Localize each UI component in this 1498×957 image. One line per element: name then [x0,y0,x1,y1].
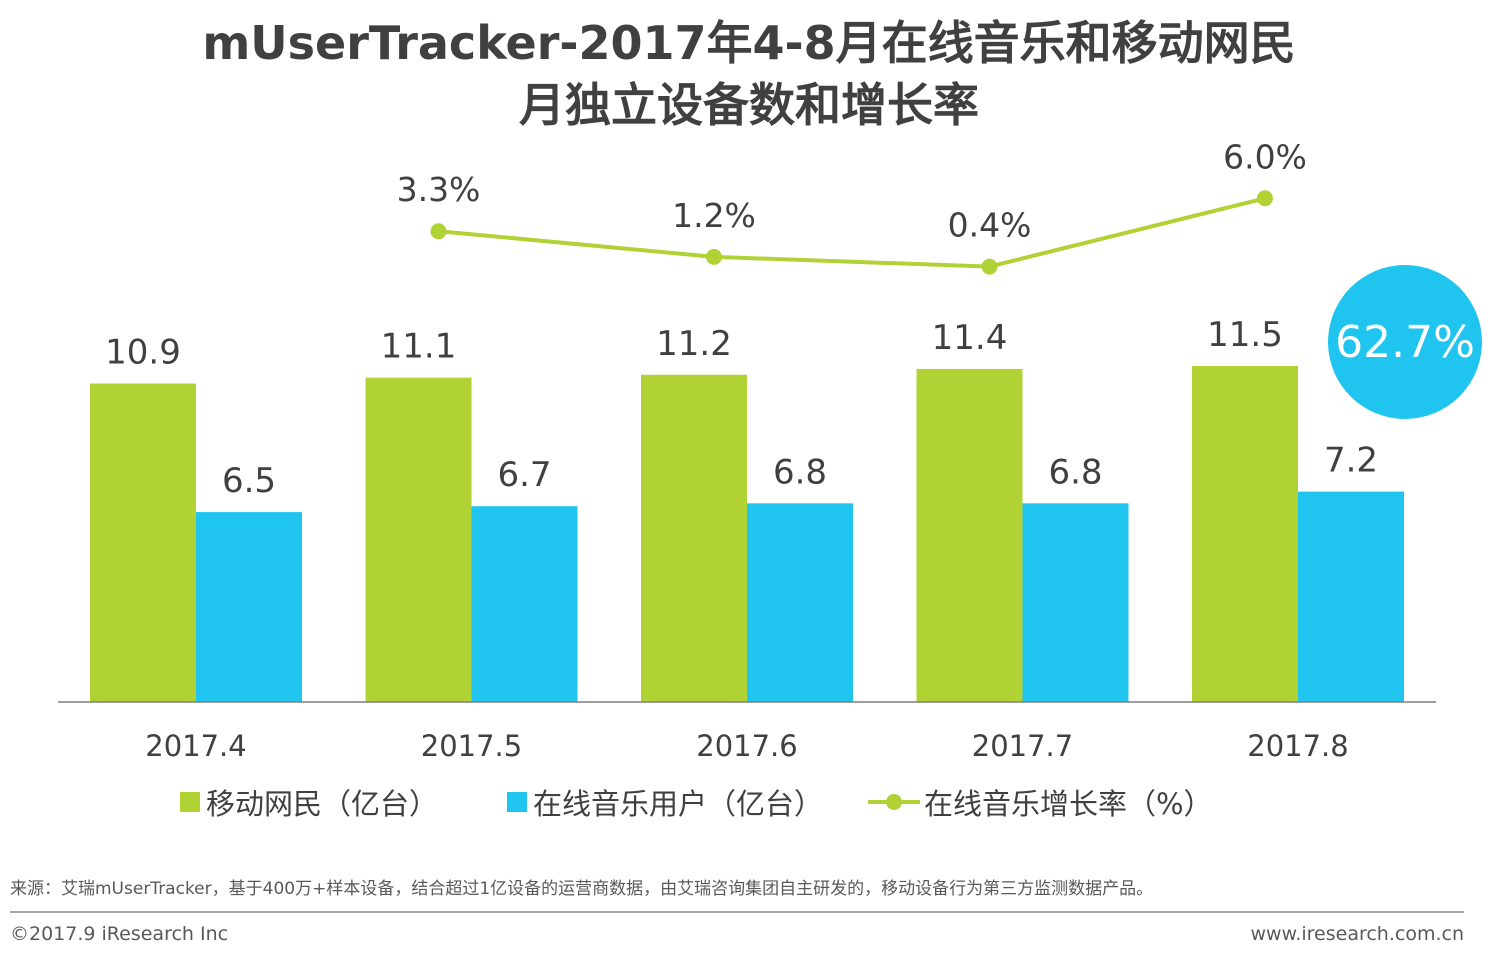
bar-music-2017.6 [747,503,853,702]
legend-item-music: 在线音乐用户（亿台） [507,780,823,824]
chart-title-line-1: mUserTracker-2017年4-8月在线音乐和移动网民 [202,16,1296,70]
legend-line-marker [868,792,920,812]
bar-value-label: 10.9 [105,333,181,373]
chart-title: mUserTracker-2017年4-8月在线音乐和移动网民 月独立设备数和增… [0,12,1498,136]
bar-mobile-2017.5 [365,377,472,702]
growth-value-label: 1.2% [672,196,756,235]
x-tick-label: 2017.4 [145,729,246,763]
bar-music-2017.7 [1022,503,1129,702]
bar-value-label: 6.7 [497,455,551,495]
highlight-value: 62.7% [1335,316,1475,368]
bar-mobile-2017.7 [916,368,1023,702]
bar-mobile-2017.4 [90,383,196,702]
bar-value-label: 11.1 [381,327,457,367]
growth-point [430,223,447,240]
legend-label-mobile: 移动网民（亿台） [206,787,439,821]
chart-area: 10.9 6.5 2017.4 11.1 6.7 2017.5 11.2 6.8 2017.6 1… [58,137,1436,763]
x-tick-label: 2017.6 [696,729,797,763]
bar-music-2017.8 [1298,491,1404,702]
x-tick-label: 2017.7 [972,729,1073,763]
growth-value-label: 6.0% [1223,137,1307,176]
legend-swatch-blue [507,792,527,812]
legend-label-music: 在线音乐用户（亿台） [533,787,824,821]
highlight-bubble: 62.7% [1328,265,1482,419]
growth-point [1257,190,1273,207]
legend-item-mobile: 移动网民（亿台） [180,780,438,824]
bar-value-label: 11.2 [656,324,732,364]
bar-value-label: 6.5 [222,461,276,501]
legend-label-growth: 在线音乐增长率（%） [924,787,1213,821]
bar-mobile-2017.8 [1192,366,1298,702]
x-tick-label: 2017.8 [1247,729,1348,763]
bar-music-2017.4 [196,512,302,702]
x-tick-label: 2017.5 [421,729,522,763]
growth-point [706,248,722,265]
bar-mobile-2017.6 [641,374,747,702]
source-note: 来源：艾瑞mUserTracker，基于400万+样本设备，结合超过1亿设备的运… [10,879,1154,899]
website-link[interactable]: www.iresearch.com.cn [1250,923,1464,945]
legend-item-growth: 在线音乐增长率（%） [868,780,1213,824]
bar-value-label: 7.2 [1324,441,1378,481]
growth-line [438,196,1266,269]
bar-value-label: 11.5 [1207,315,1283,355]
legend: 移动网民（亿台） 在线音乐用户（亿台） 在线音乐增长率（%） [0,780,1498,824]
legend-swatch-green [180,792,200,812]
chart-title-line-2: 月独立设备数和增长率 [519,78,979,132]
footer-divider [10,911,1464,913]
bar-value-label: 6.8 [773,452,827,492]
bar-music-2017.5 [471,506,578,702]
growth-point [981,258,998,275]
growth-value-label: 0.4% [948,206,1032,245]
copyright: ©2017.9 iResearch Inc [10,923,229,945]
bar-value-label: 6.8 [1048,452,1102,492]
bar-value-label: 11.4 [932,318,1008,358]
growth-value-label: 3.3% [397,170,481,209]
